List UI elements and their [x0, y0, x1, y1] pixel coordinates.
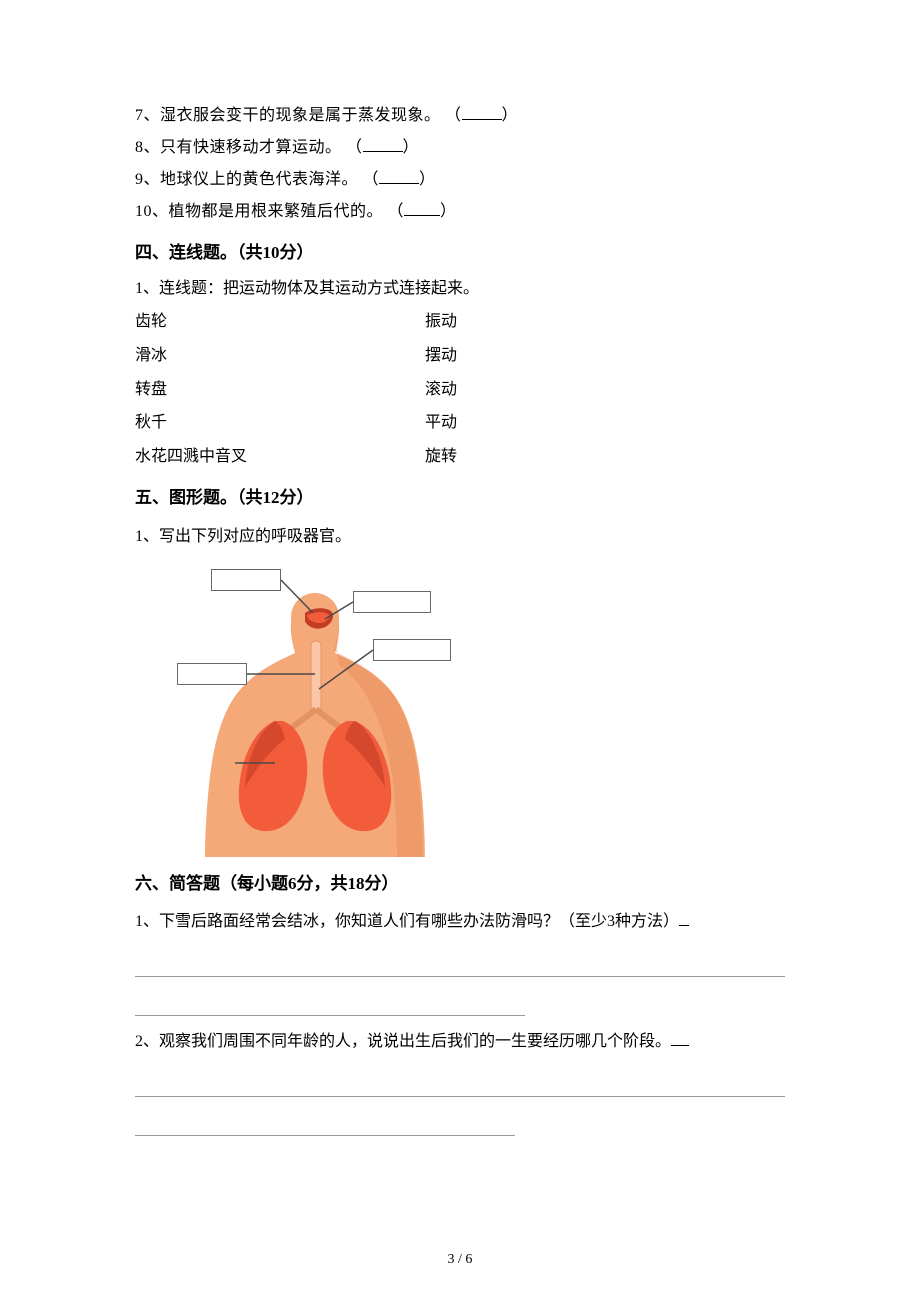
tf-q9-paren: （ [363, 171, 380, 188]
sa-q2: 2、观察我们周围不同年龄的人，说说出生后我们的一生要经历哪几个阶段。 [135, 1026, 785, 1058]
section5-intro: 1、写出下列对应的呼吸器官。 [135, 521, 785, 553]
tf-q8-paren2: ） [403, 139, 420, 156]
match-right-0: 振动 [425, 305, 457, 339]
tf-q9: 9、地球仪上的黄色代表海洋。 （ ） [135, 164, 785, 196]
sa-q2-line-1[interactable] [135, 1072, 785, 1097]
tf-q7-paren: （ [445, 107, 462, 124]
section4-title: 四、连线题。（共10分） [135, 234, 785, 271]
sa-q1-line-1[interactable] [135, 952, 785, 977]
tf-q10-paren: （ [388, 203, 405, 220]
section6-title: 六、简答题（每小题6分，共18分） [135, 865, 785, 902]
tf-q10-text: 10、植物都是用根来繁殖后代的。 [135, 203, 383, 220]
tf-q8-paren: （ [346, 139, 363, 156]
match-row-4: 水花四溅中音叉 旋转 [135, 440, 785, 474]
anatomy-label-box-3[interactable] [177, 663, 247, 685]
tf-q9-text: 9、地球仪上的黄色代表海洋。 [135, 171, 358, 188]
tf-q7: 7、湿衣服会变干的现象是属于蒸发现象。 （ ） [135, 100, 785, 132]
tf-q7-blank[interactable] [462, 103, 502, 120]
match-left-2: 转盘 [135, 373, 425, 407]
section4-intro: 1、连线题：把运动物体及其运动方式连接起来。 [135, 273, 785, 305]
tf-q9-blank[interactable] [379, 167, 419, 184]
tf-q7-text: 7、湿衣服会变干的现象是属于蒸发现象。 [135, 107, 441, 124]
tf-q8-text: 8、只有快速移动才算运动。 [135, 139, 342, 156]
tf-q10-blank[interactable] [404, 199, 440, 216]
anatomy-label-box-2[interactable] [353, 591, 431, 613]
sa-q1-text: 1、下雪后路面经常会结冰，你知道人们有哪些办法防滑吗？（至少3种方法） [135, 913, 679, 930]
match-row-1: 滑冰 摆动 [135, 339, 785, 373]
match-left-0: 齿轮 [135, 305, 425, 339]
page-number: 3 / 6 [0, 1252, 920, 1268]
match-left-3: 秋千 [135, 406, 425, 440]
sa-q2-line-2[interactable] [135, 1111, 515, 1136]
tf-q8: 8、只有快速移动才算运动。 （ ） [135, 132, 785, 164]
anatomy-label-box-1[interactable] [211, 569, 281, 591]
tf-q10-paren2: ） [440, 203, 457, 220]
match-right-4: 旋转 [425, 440, 457, 474]
match-left-4: 水花四溅中音叉 [135, 440, 425, 474]
anatomy-label-box-4[interactable] [373, 639, 451, 661]
tf-q10: 10、植物都是用根来繁殖后代的。 （ ） [135, 196, 785, 228]
section5-title: 五、图形题。（共12分） [135, 479, 785, 516]
tf-q9-paren2: ） [419, 171, 436, 188]
tf-q8-blank[interactable] [363, 135, 403, 152]
match-right-2: 滚动 [425, 373, 457, 407]
match-right-1: 摆动 [425, 339, 457, 373]
match-row-2: 转盘 滚动 [135, 373, 785, 407]
sa-q1-line-2[interactable] [135, 991, 525, 1016]
respiratory-figure [165, 561, 465, 859]
sa-q1-tail-blank[interactable] [679, 909, 689, 926]
match-left-1: 滑冰 [135, 339, 425, 373]
match-row-0: 齿轮 振动 [135, 305, 785, 339]
match-right-3: 平动 [425, 406, 457, 440]
sa-q2-text: 2、观察我们周围不同年龄的人，说说出生后我们的一生要经历哪几个阶段。 [135, 1033, 671, 1050]
sa-q1: 1、下雪后路面经常会结冰，你知道人们有哪些办法防滑吗？（至少3种方法） [135, 906, 785, 938]
match-row-3: 秋千 平动 [135, 406, 785, 440]
tf-q7-paren2: ） [502, 107, 519, 124]
sa-q2-tail-blank[interactable] [671, 1029, 689, 1046]
